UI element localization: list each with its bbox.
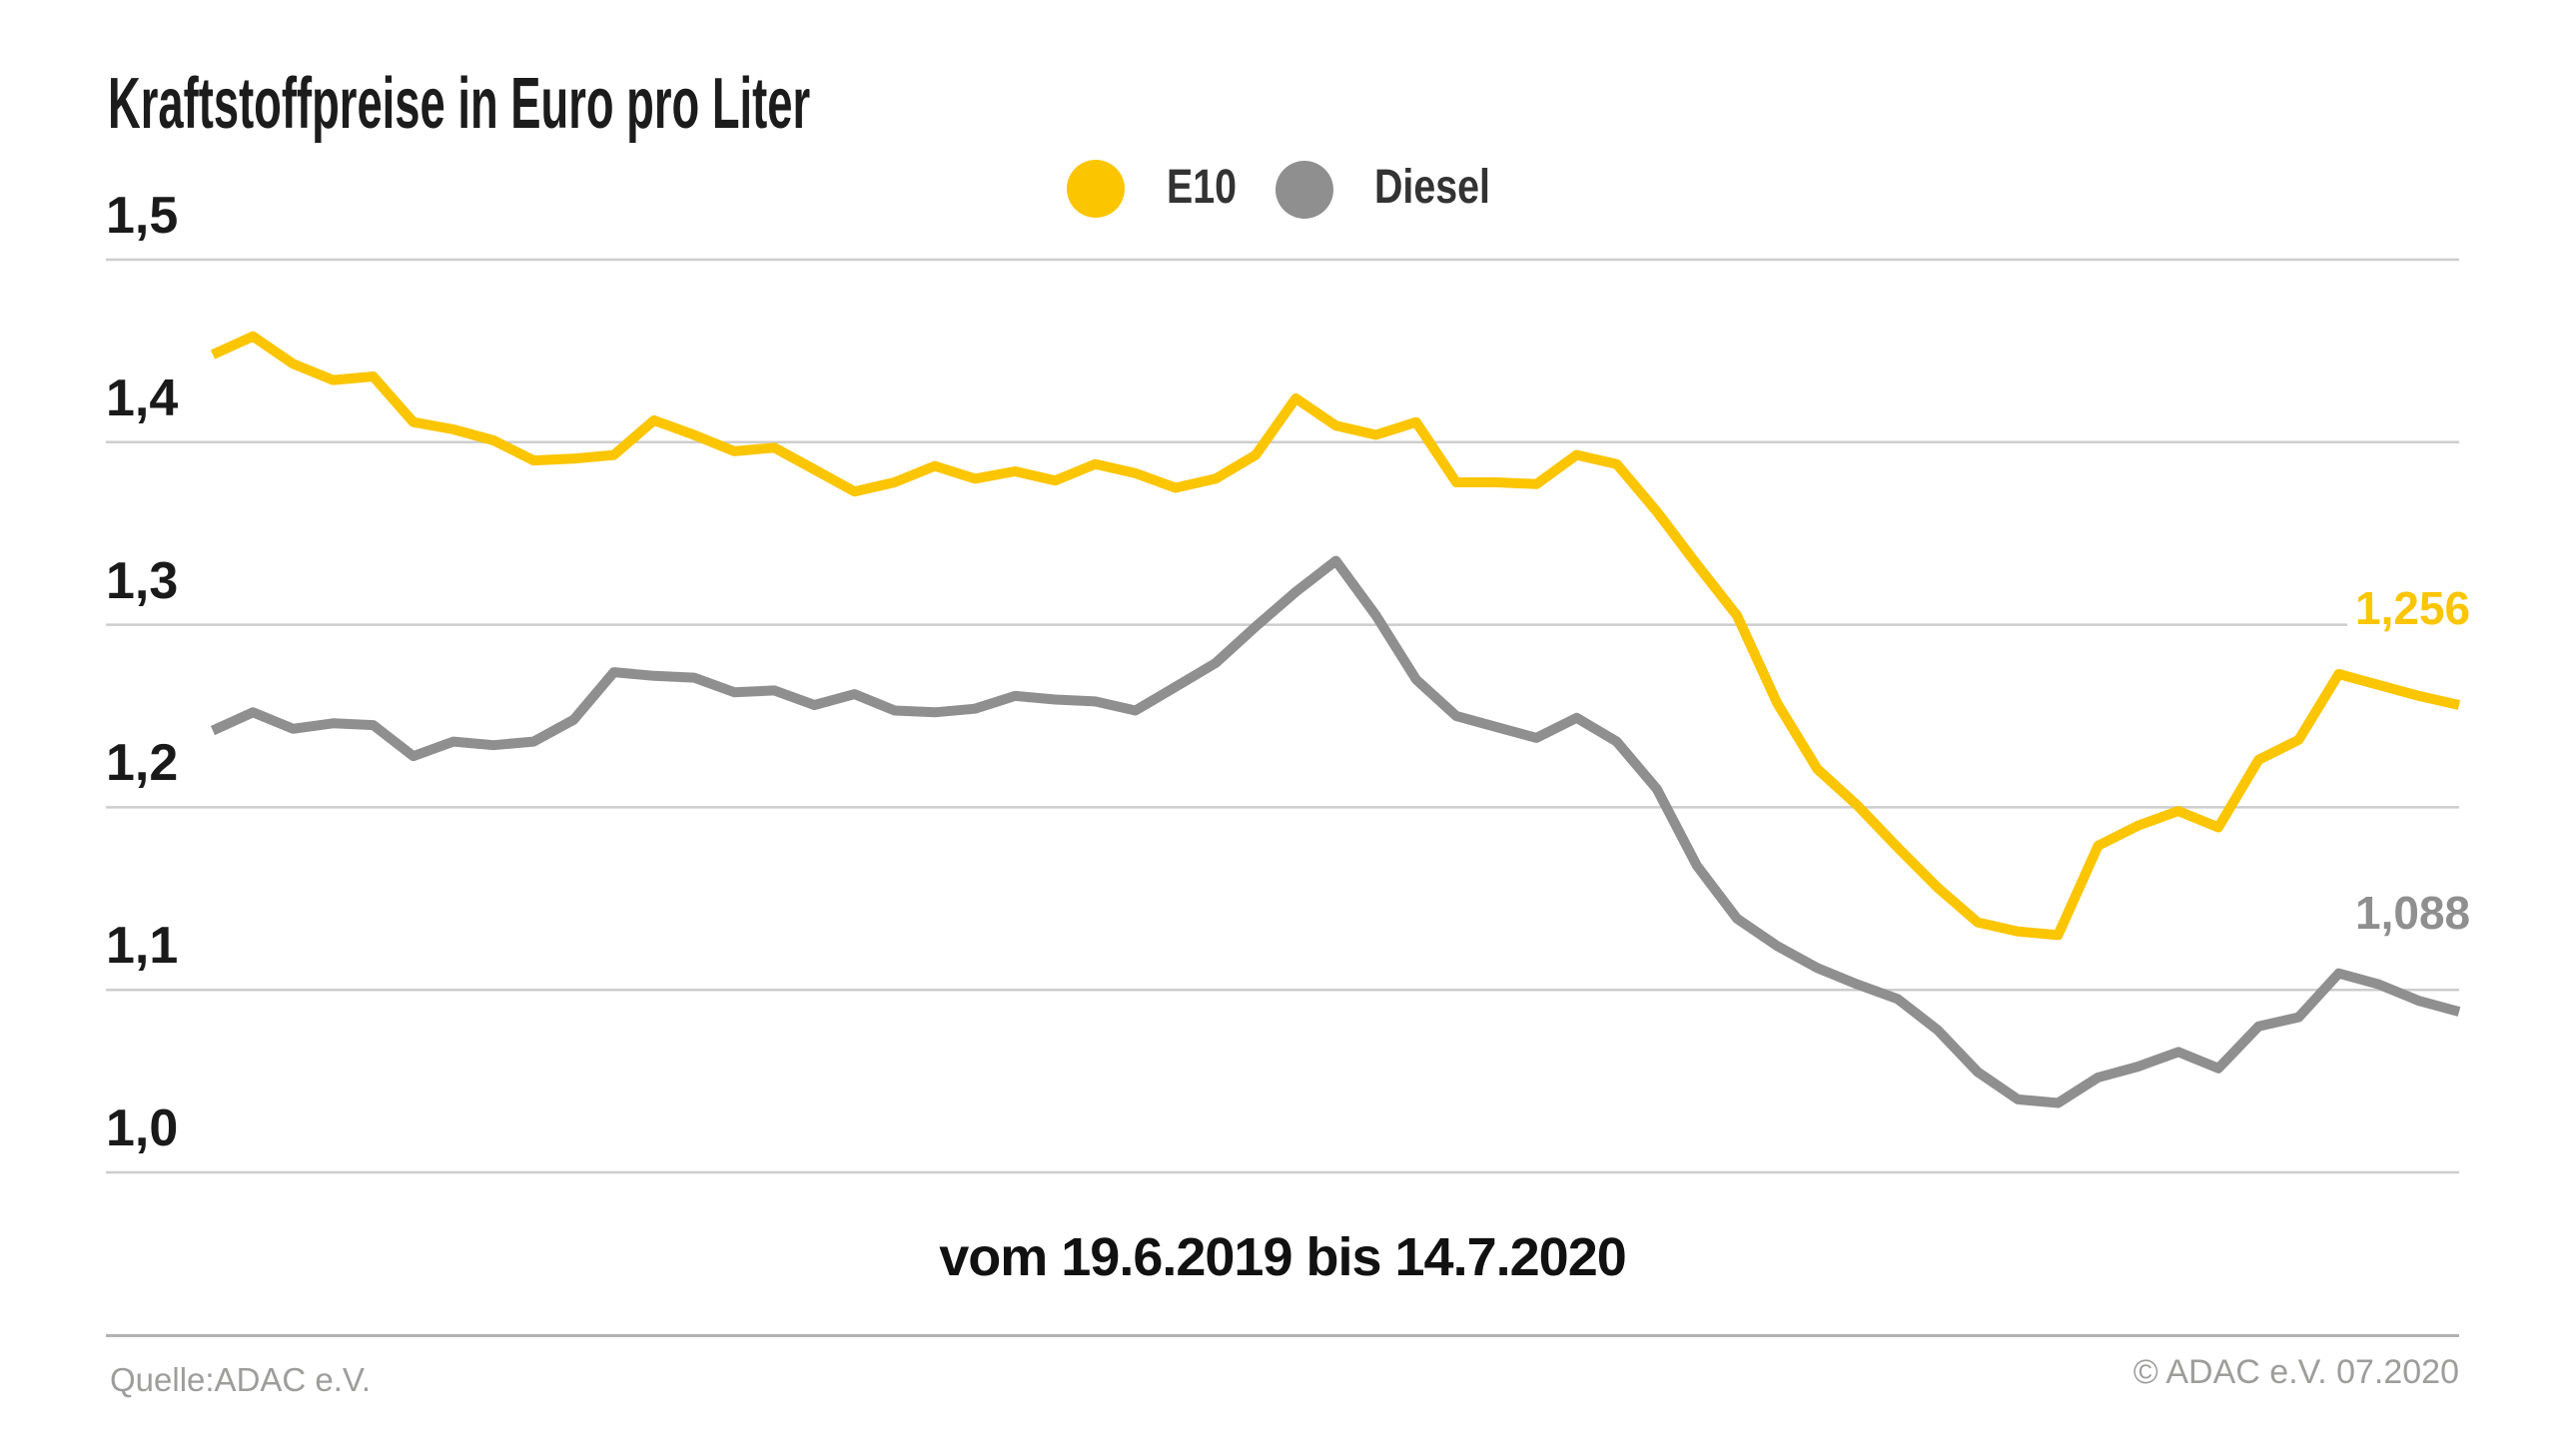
series-line-e10 <box>210 331 2461 941</box>
series-lines <box>210 331 2461 1108</box>
chart-title: Kraftstoffpreise in Euro pro Liter <box>108 64 811 144</box>
legend-label-e10: E10 <box>1167 161 1238 214</box>
diesel-end-value-label: 1,088 <box>2355 887 2471 939</box>
y-axis-tick-label: 1,3 <box>106 551 179 610</box>
series-line-diesel <box>210 555 2461 1108</box>
y-axis-tick-label: 1,0 <box>106 1099 179 1157</box>
y-axis-tick-label: 1,1 <box>106 917 179 976</box>
y-axis-tick-label: 1,5 <box>106 187 179 245</box>
copyright-notice: © ADAC e.V. 07.2020 <box>2132 1353 2459 1391</box>
legend-label-diesel: Diesel <box>1374 161 1490 214</box>
footer-divider <box>106 1334 2459 1337</box>
legend-swatch <box>1276 161 1333 219</box>
date-range-subtitle: vom 19.6.2019 bis 14.7.2020 <box>939 1227 1627 1287</box>
y-axis-tick-label: 1,4 <box>106 368 179 427</box>
e10-end-value-label: 1,256 <box>2355 582 2471 634</box>
legend-swatch <box>1067 160 1125 218</box>
gridlines <box>106 258 2459 1174</box>
source-credit: Quelle:ADAC e.V. <box>110 1361 372 1398</box>
y-axis-tick-label: 1,2 <box>106 734 179 793</box>
